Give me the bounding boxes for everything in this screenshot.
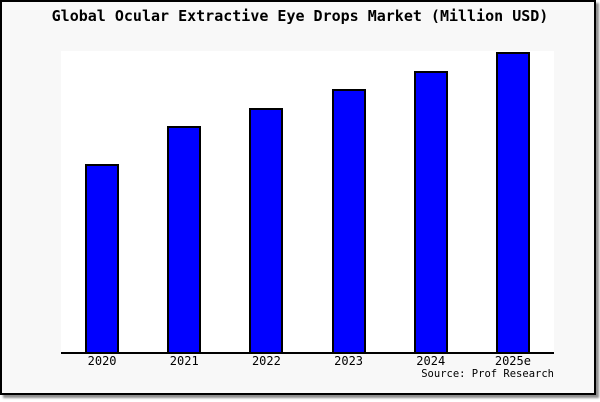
- bar-2021: [167, 126, 202, 352]
- bar-2023: [331, 89, 366, 352]
- bar-2022: [249, 108, 284, 352]
- x-tick-2024: 2024: [416, 354, 446, 368]
- x-tick-2023: 2023: [334, 354, 364, 368]
- source-credit: Source: Prof Research: [421, 368, 554, 380]
- x-axis-line: [61, 352, 554, 354]
- x-tick-2022: 2022: [251, 354, 281, 368]
- chart-title: Global Ocular Extractive Eye Drops Marke…: [51, 7, 549, 25]
- figure-frame: Global Ocular Extractive Eye Drops Marke…: [0, 0, 596, 395]
- plot-area: [61, 51, 554, 354]
- x-tick-2020: 2020: [87, 354, 117, 368]
- x-tick-2025e: 2025e: [494, 354, 531, 368]
- bar-2020: [85, 164, 120, 352]
- x-tick-2021: 2021: [169, 354, 199, 368]
- bar-2025e: [495, 52, 530, 352]
- bar-2024: [413, 71, 448, 352]
